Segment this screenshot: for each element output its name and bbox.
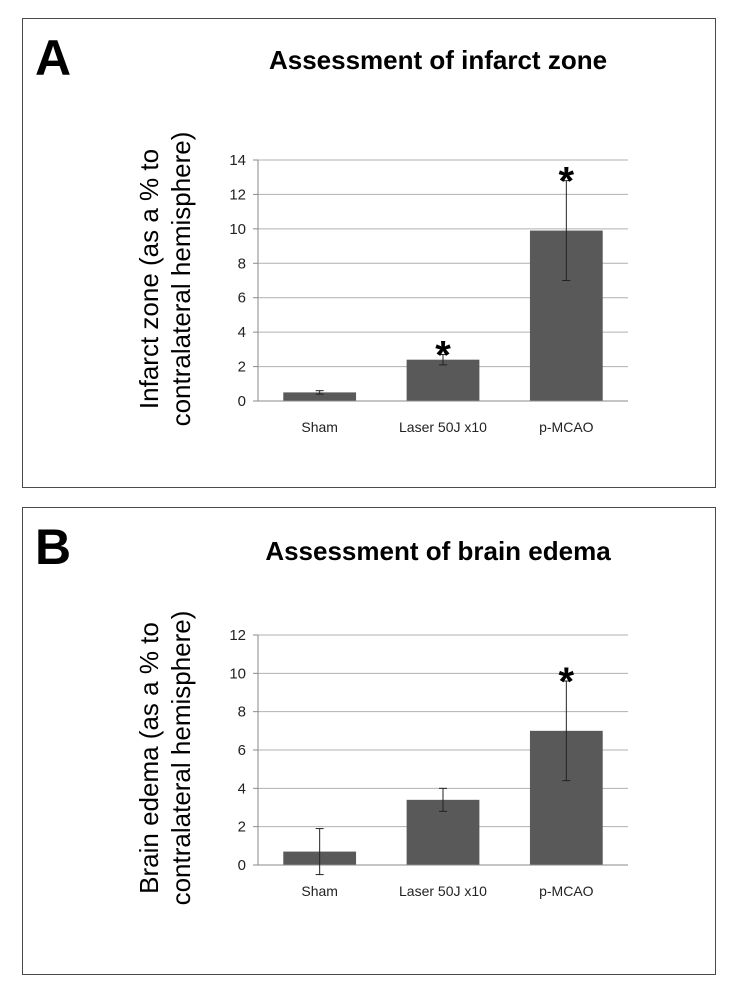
y-tick-label: 4 (238, 780, 246, 797)
x-tick-label: Sham (301, 419, 338, 435)
y-tick-label: 10 (229, 221, 246, 238)
y-axis-label-line-2: contralateral hemisphere) (166, 132, 196, 427)
y-axis-label-line-1: Infarct zone (as a % to (134, 149, 164, 409)
y-tick-label: 12 (229, 627, 246, 644)
chart-b: B Assessment of brain edema Brain edema … (35, 519, 628, 906)
chart-title: Assessment of infarct zone (269, 45, 607, 75)
y-axis-label-line-1: Brain edema (as a % to (134, 622, 164, 894)
chart-title: Assessment of brain edema (265, 536, 611, 566)
y-tick-label: 4 (238, 324, 246, 341)
significance-marker: * (559, 160, 575, 204)
y-tick-label: 6 (238, 742, 246, 759)
bar (406, 359, 480, 401)
bar (283, 392, 357, 401)
y-tick-label: 8 (238, 704, 246, 721)
y-tick-label: 0 (238, 393, 246, 410)
x-tick-label: Laser 50J x10 (399, 419, 487, 435)
y-tick-label: 14 (229, 152, 246, 169)
chart-a: A Assessment of infarct zone Infarct zon… (35, 30, 628, 435)
y-tick-label: 6 (238, 290, 246, 307)
y-tick-label: 8 (238, 255, 246, 272)
panel-letter: B (35, 519, 71, 575)
y-tick-label: 2 (238, 819, 246, 836)
significance-marker: * (435, 334, 451, 378)
y-tick-label: 2 (238, 359, 246, 376)
y-tick-label: 12 (229, 186, 246, 203)
x-tick-label: Sham (301, 883, 338, 899)
panel-b: B Assessment of brain edema Brain edema … (22, 507, 716, 975)
panel-letter: A (35, 30, 71, 86)
y-tick-label: 10 (229, 665, 246, 682)
x-tick-label: p-MCAO (539, 419, 594, 435)
y-axis-label-line-2: contralateral hemisphere) (166, 611, 196, 906)
significance-marker: * (559, 660, 575, 704)
x-tick-label: p-MCAO (539, 883, 594, 899)
x-tick-label: Laser 50J x10 (399, 883, 487, 899)
panel-a: A Assessment of infarct zone Infarct zon… (22, 18, 716, 488)
y-tick-label: 0 (238, 857, 246, 874)
